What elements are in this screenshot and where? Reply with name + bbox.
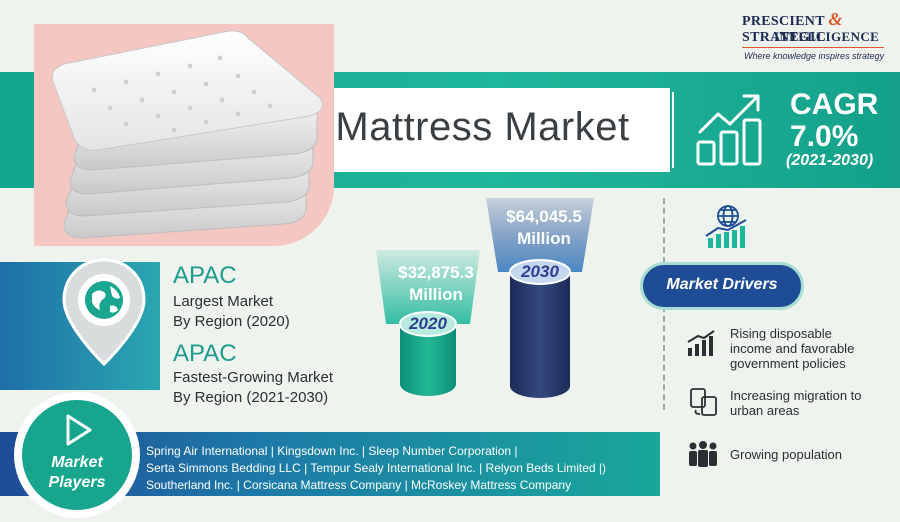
population-icon xyxy=(689,441,717,467)
cagr-label: CAGR xyxy=(790,88,879,121)
page-title: Mattress Market xyxy=(335,105,630,149)
year-2020: 2020 xyxy=(409,314,447,333)
market-drivers-pill xyxy=(640,262,804,310)
logo-text-top: PRESCIENT & STRATEGIC xyxy=(742,9,843,45)
play-icon xyxy=(66,414,92,446)
players-label-line2: Players xyxy=(48,474,106,491)
logo-tagline: Where knowledge inspires strategy xyxy=(744,51,885,61)
growth-chart-icon xyxy=(696,94,762,166)
market-size-cylinders xyxy=(376,198,594,398)
location-pin-icon xyxy=(62,258,146,367)
market-drivers-label: Market Drivers xyxy=(666,276,778,293)
title-plate xyxy=(300,88,670,172)
mattress-image xyxy=(34,24,334,246)
amount-2030: $64,045.5 Million xyxy=(506,207,582,248)
cagr-period: (2021-2030) xyxy=(786,152,874,169)
fastest-region-name: APAC xyxy=(173,340,237,367)
year-2030: 2030 xyxy=(521,262,559,281)
driver-item-3: Growing population xyxy=(730,447,843,462)
globe-growth-icon xyxy=(705,205,747,248)
players-label-line1: Market xyxy=(51,454,103,471)
driver-item-1: Rising disposable income and favorable g… xyxy=(730,326,855,371)
fastest-region-desc: Fastest-Growing Market By Region (2021-2… xyxy=(173,369,334,406)
largest-region-name: APAC xyxy=(173,262,237,289)
players-circle-inner xyxy=(22,400,132,510)
largest-region-desc: Largest Market By Region (2020) xyxy=(173,293,290,330)
players-list-line3: Southerland Inc. | Corsicana Mattress Co… xyxy=(146,478,572,492)
players-list-line1: Spring Air International | Kingsdown Inc… xyxy=(146,444,518,458)
banner-divider xyxy=(672,92,674,168)
players-list-line2: Serta Simmons Bedding LLC | Tempur Sealy… xyxy=(146,461,607,475)
logo-rule xyxy=(742,47,884,48)
driver-item-2: Increasing migration to urban areas xyxy=(730,388,862,418)
cagr-value: 7.0% xyxy=(790,120,859,153)
logo-text-bottom: INTELLIGENCE xyxy=(774,29,880,44)
rising-bars-icon xyxy=(687,330,715,356)
amount-2020: $32,875.3 Million xyxy=(398,263,474,304)
migration-docs-icon xyxy=(690,388,717,416)
